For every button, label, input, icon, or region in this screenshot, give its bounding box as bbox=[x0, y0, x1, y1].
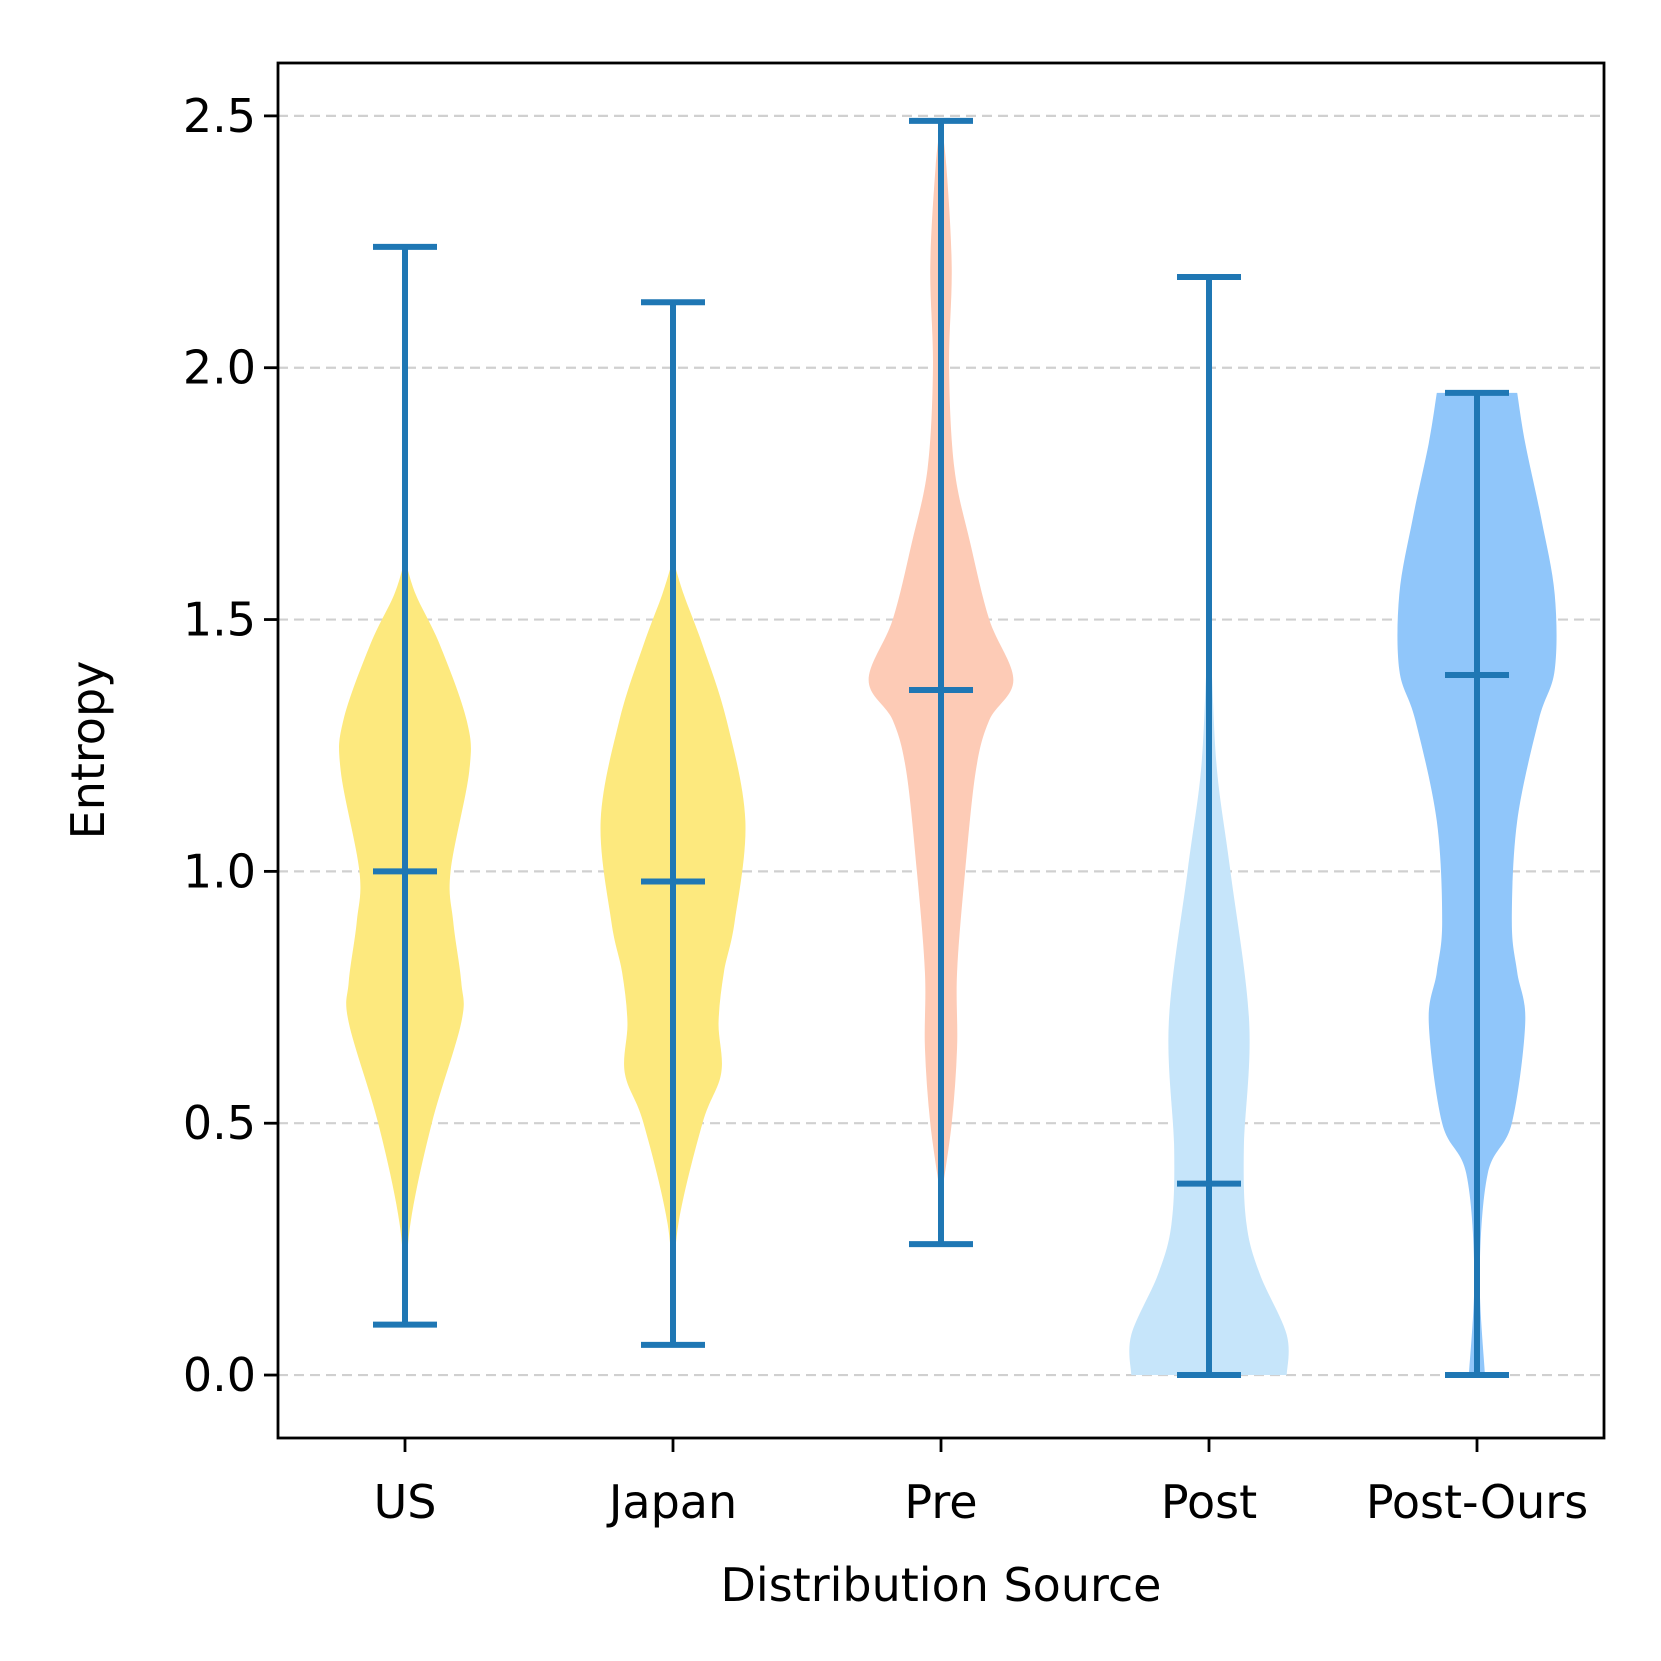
y-tick-label: 1.5 bbox=[183, 593, 256, 647]
y-tick-label: 1.0 bbox=[183, 844, 256, 898]
y-axis-ticks: 0.0 0.5 1.0 1.5 2.0 2.5 bbox=[183, 89, 278, 1402]
x-tick-label: Pre bbox=[904, 1475, 977, 1529]
statistic-markers bbox=[373, 117, 1509, 1379]
y-tick-label: 2.5 bbox=[183, 89, 256, 143]
x-tick-label: Japan bbox=[606, 1475, 737, 1529]
y-tick-label: 2.0 bbox=[183, 341, 256, 395]
y-axis-label: Entropy bbox=[61, 661, 115, 840]
x-axis-label: Distribution Source bbox=[721, 1558, 1162, 1612]
x-tick-label: US bbox=[374, 1475, 437, 1529]
violins bbox=[339, 120, 1557, 1376]
x-axis-ticks: US Japan Pre Post Post-Ours bbox=[374, 1438, 1588, 1529]
y-tick-label: 0.5 bbox=[183, 1096, 256, 1150]
x-tick-label: Post-Ours bbox=[1366, 1475, 1588, 1529]
x-tick-label: Post bbox=[1161, 1475, 1257, 1529]
y-tick-label: 0.0 bbox=[183, 1348, 256, 1402]
